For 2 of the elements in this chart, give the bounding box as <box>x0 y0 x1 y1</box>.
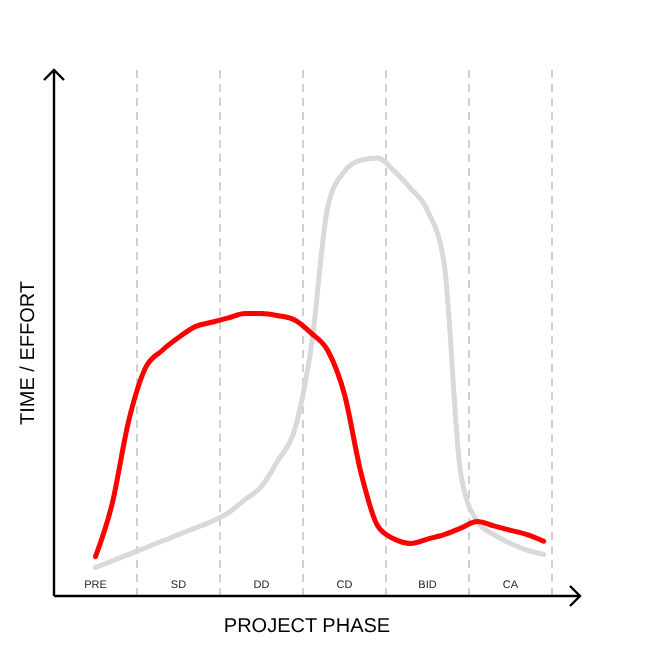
x-axis-title: PROJECT PHASE <box>223 616 391 638</box>
y-axis-title: TIME / EFFORT <box>18 280 40 426</box>
